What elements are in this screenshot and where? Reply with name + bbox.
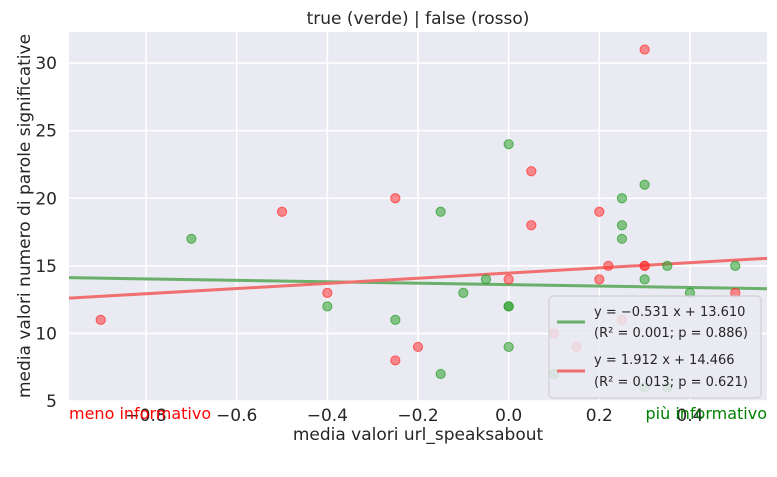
- data-point-series-1: [435, 368, 446, 380]
- data-point-series-2: [594, 206, 605, 217]
- y-axis-ticks: 5 10 15 20 25 30: [35, 54, 57, 412]
- data-point-series-2: [639, 44, 650, 55]
- data-point-series-1: [390, 314, 401, 326]
- data-point-series-1: [730, 260, 741, 271]
- legend: y = −0.531 x + 13.610 (R² = 0.001; p = 0…: [548, 295, 762, 399]
- x-tick-label: −0.2: [397, 406, 438, 426]
- y-tick-label: 20: [35, 189, 57, 209]
- data-point-series-2: [276, 206, 288, 217]
- data-point-series-1: [186, 233, 197, 244]
- x-tick-label: 0.0: [495, 406, 522, 426]
- data-point-series-1: [503, 139, 514, 150]
- fit-line-series-1: [68, 276, 768, 291]
- y-tick-label: 10: [35, 324, 57, 344]
- data-point-series-1: [639, 274, 650, 285]
- x-tick-label: −0.8: [125, 406, 166, 426]
- data-point-series-2: [390, 355, 401, 366]
- fit-line-series-2: [68, 256, 768, 300]
- y-tick-label: 25: [35, 122, 57, 142]
- data-point-series-1: [322, 301, 333, 312]
- data-point-series-2: [412, 341, 424, 353]
- data-point-series-2: [594, 274, 605, 285]
- x-tick-label: −0.4: [307, 406, 348, 426]
- x-axis-label: media valori url_speaksabout: [293, 425, 544, 445]
- annotation-right: più informativo: [646, 404, 768, 423]
- data-point-series-1: [616, 193, 628, 204]
- data-point-series-2: [95, 314, 106, 326]
- data-point-series-2: [603, 260, 614, 271]
- data-point-series-1: [480, 274, 492, 285]
- annotation-left: meno informativo: [69, 404, 211, 423]
- data-point-series-2: [526, 166, 537, 177]
- data-point-series-1: [616, 233, 628, 244]
- data-point-series-1: [458, 287, 469, 298]
- y-tick-label: 15: [35, 257, 57, 277]
- fit-lines: [68, 256, 768, 300]
- data-point-series-2: [503, 274, 514, 285]
- y-axis-label: media valori numero di parole significat…: [15, 34, 35, 398]
- data-point-series-2: [526, 220, 537, 231]
- x-axis-ticks: −0.8 −0.6 −0.4 −0.2 0.0 0.2 0.4: [125, 406, 703, 426]
- x-tick-label: 0.4: [676, 406, 703, 426]
- y-tick-label: 30: [35, 54, 57, 74]
- legend-label-series-1-line2: (R² = 0.001; p = 0.886): [594, 326, 748, 341]
- data-points: [95, 44, 741, 393]
- data-point-series-1: [616, 220, 628, 231]
- legend-label-series-2-line1: y = 1.912 x + 14.466: [594, 353, 735, 368]
- y-tick-label: 5: [46, 392, 57, 412]
- data-point-series-1: [662, 260, 673, 271]
- data-point-series-1: [435, 206, 446, 217]
- data-point-series-2: [390, 193, 401, 204]
- data-point-series-1: [503, 341, 514, 353]
- legend-box: [548, 295, 762, 399]
- chart-title: true (verde) | false (rosso): [307, 9, 530, 29]
- data-point-series-2: [322, 287, 333, 298]
- legend-label-series-1-line1: y = −0.531 x + 13.610: [594, 305, 745, 320]
- data-point-series-1: [503, 301, 514, 312]
- x-tick-label: −0.6: [216, 406, 257, 426]
- data-point-series-2: [639, 260, 650, 271]
- legend-label-series-2-line2: (R² = 0.013; p = 0.621): [594, 375, 748, 390]
- x-tick-label: 0.2: [586, 406, 613, 426]
- data-point-series-1: [639, 179, 650, 190]
